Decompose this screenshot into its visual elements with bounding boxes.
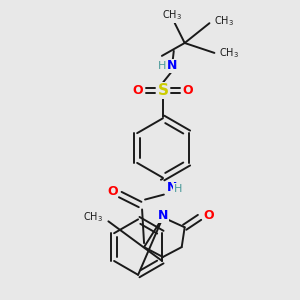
- Text: N: N: [167, 59, 177, 72]
- Text: O: O: [133, 84, 143, 97]
- Text: O: O: [182, 84, 193, 97]
- Text: CH$_3$: CH$_3$: [219, 46, 239, 60]
- Text: N: N: [167, 181, 177, 194]
- Text: CH$_3$: CH$_3$: [162, 8, 182, 22]
- Text: O: O: [203, 209, 214, 222]
- Text: CH$_3$: CH$_3$: [214, 14, 234, 28]
- Text: CH$_3$: CH$_3$: [83, 211, 103, 224]
- Text: N: N: [158, 209, 168, 222]
- Text: S: S: [158, 83, 168, 98]
- Text: H: H: [174, 184, 182, 194]
- Text: H: H: [158, 61, 166, 71]
- Text: O: O: [107, 185, 118, 198]
